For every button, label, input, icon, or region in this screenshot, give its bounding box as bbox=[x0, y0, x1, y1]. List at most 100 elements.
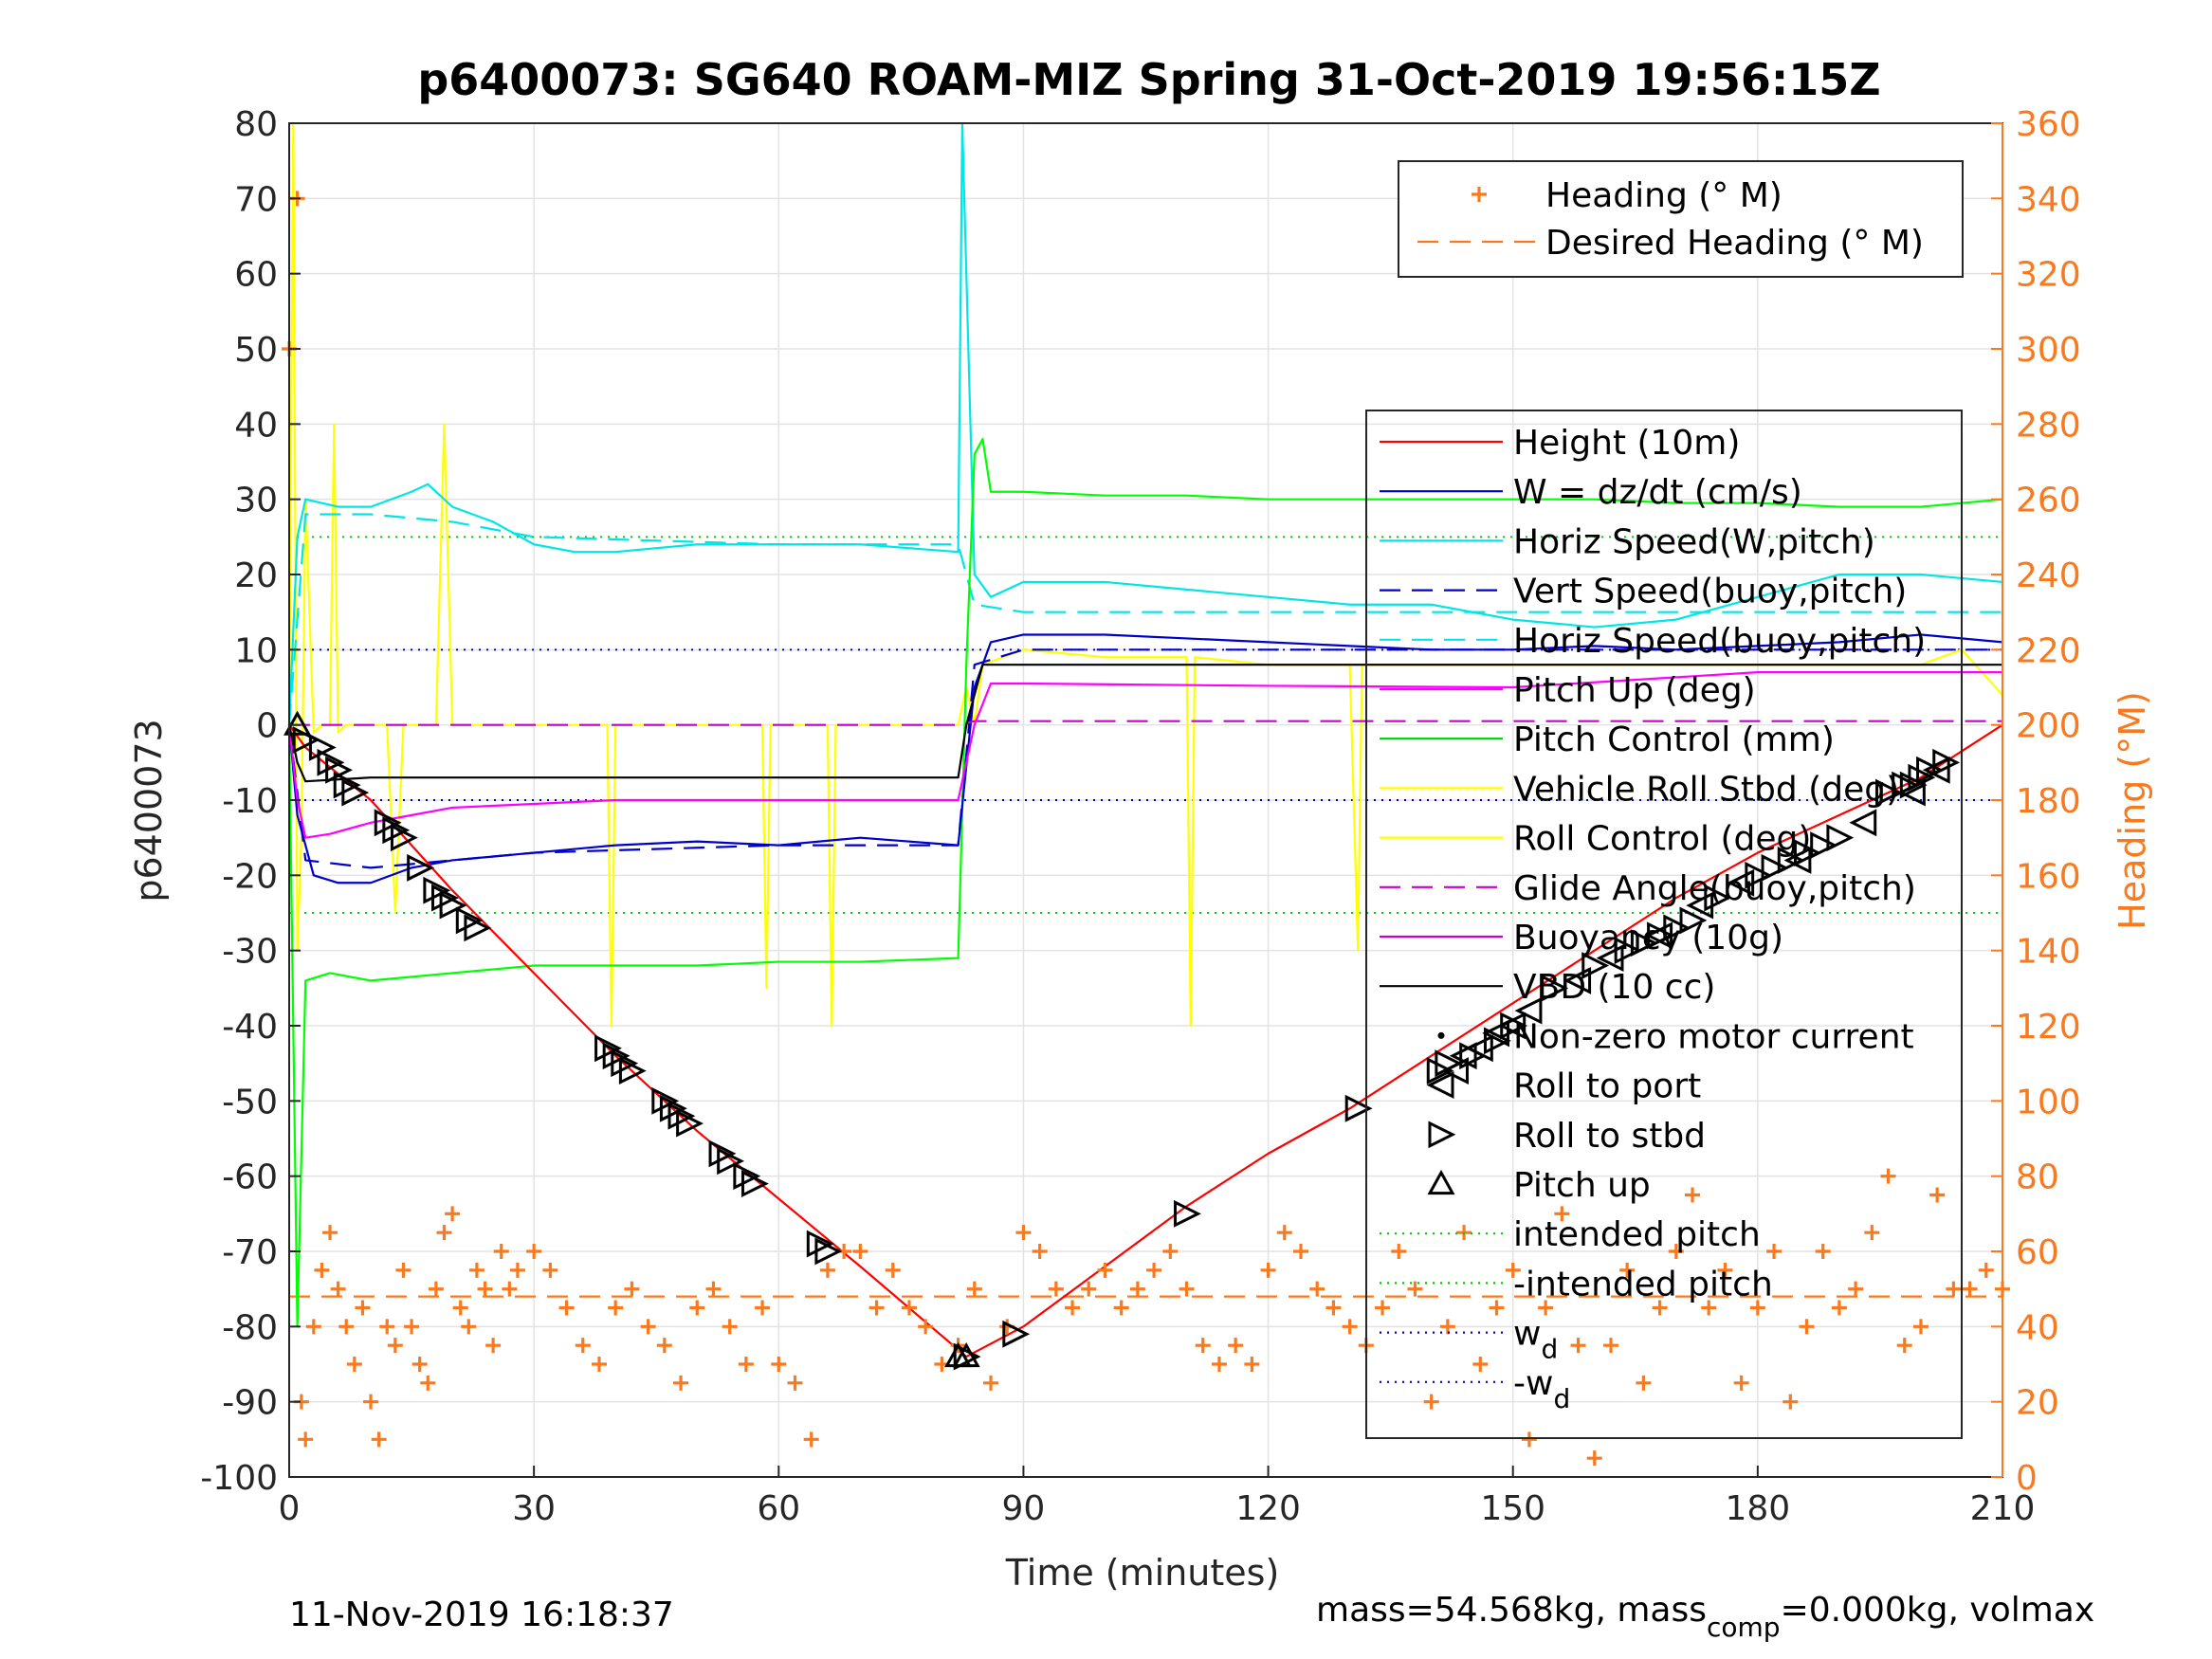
footer-mass-b: =0.000kg, volmax bbox=[1781, 1591, 2095, 1630]
legend-label-text: -w bbox=[1513, 1364, 1553, 1403]
heading-point bbox=[1896, 1338, 1912, 1354]
legend-label: -intended pitch bbox=[1513, 1265, 1773, 1304]
legend-heading: Heading (° M) Desired Heading (° M) bbox=[1398, 160, 1964, 278]
heading-point bbox=[558, 1300, 575, 1316]
roll-stbd-marker bbox=[423, 876, 451, 904]
legend-label-text: VBD (10 cc) bbox=[1513, 968, 1715, 1007]
x-tick-label: 90 bbox=[1002, 1489, 1046, 1528]
roll-stbd-marker bbox=[1777, 847, 1805, 874]
legend-label: Non-zero motor current bbox=[1513, 1017, 1914, 1056]
roll-stbd-marker bbox=[374, 809, 402, 837]
heading-point bbox=[575, 1338, 591, 1354]
heading-point bbox=[1799, 1319, 1815, 1335]
heading-point bbox=[966, 1281, 982, 1297]
y-tick-label: -20 bbox=[222, 857, 278, 896]
legend-label-text: Roll to port bbox=[1513, 1067, 1701, 1106]
heading-point bbox=[1848, 1281, 1864, 1297]
legend-label-text: w bbox=[1513, 1315, 1541, 1354]
heading-point bbox=[771, 1357, 787, 1372]
x-tick-label: 120 bbox=[1235, 1489, 1301, 1528]
heading-point bbox=[428, 1281, 444, 1297]
y2-tick-label: 80 bbox=[2016, 1158, 2059, 1197]
heading-point bbox=[1749, 1300, 1765, 1316]
roll-stbd-marker bbox=[1810, 831, 1838, 860]
heading-point bbox=[1342, 1319, 1358, 1335]
heading-point bbox=[330, 1281, 346, 1297]
heading-point bbox=[1375, 1300, 1391, 1316]
heading-point bbox=[819, 1262, 835, 1278]
legend-label: Pitch up bbox=[1513, 1166, 1651, 1205]
heading-point bbox=[1505, 1262, 1521, 1278]
heading-point bbox=[901, 1300, 917, 1316]
legend-label: Vehicle Roll Stbd (deg) bbox=[1513, 770, 1899, 809]
heading-point bbox=[852, 1244, 868, 1259]
heading-point bbox=[502, 1281, 518, 1297]
y2-tick-label: 0 bbox=[2016, 1459, 2038, 1498]
x-tick-label: 210 bbox=[1970, 1489, 2036, 1528]
legend-label-sub: d bbox=[1541, 1334, 1558, 1365]
roll-stbd-marker bbox=[676, 1109, 704, 1138]
heading-point bbox=[1619, 1262, 1636, 1278]
y-tick-label: 10 bbox=[234, 631, 278, 670]
roll-stbd-marker bbox=[439, 891, 467, 920]
y-tick-label: -60 bbox=[222, 1158, 278, 1197]
y2-tick-label: 260 bbox=[2016, 482, 2081, 520]
heading-point bbox=[1439, 1319, 1455, 1335]
y2-tick-label: 360 bbox=[2016, 105, 2081, 144]
roll-port-marker bbox=[1514, 996, 1543, 1025]
heading-point bbox=[1260, 1262, 1276, 1278]
roll-stbd-marker bbox=[1826, 824, 1855, 852]
heading-point bbox=[722, 1319, 738, 1335]
heading-point bbox=[468, 1262, 484, 1278]
y-tick-label: 0 bbox=[256, 707, 278, 746]
legend-label-sub: d bbox=[1553, 1383, 1570, 1414]
x-tick-label: 180 bbox=[1725, 1489, 1790, 1528]
heading-point bbox=[298, 1431, 314, 1448]
roll-stbd-marker bbox=[1899, 771, 1928, 799]
heading-point bbox=[363, 1394, 379, 1410]
heading-point bbox=[1668, 1244, 1684, 1259]
y-tick-label: -80 bbox=[222, 1308, 278, 1347]
heading-point bbox=[542, 1262, 558, 1278]
legend-label-text: Vehicle Roll Stbd (deg) bbox=[1513, 770, 1899, 809]
heading-point bbox=[755, 1300, 771, 1316]
roll-port-marker bbox=[1783, 847, 1812, 874]
legend-label-text: Pitch Up (deg) bbox=[1513, 671, 1756, 710]
legend-label-text: Pitch up bbox=[1513, 1166, 1651, 1205]
y2-tick-label: 340 bbox=[2016, 180, 2081, 219]
y-tick-label: -40 bbox=[222, 1008, 278, 1047]
heading-point bbox=[1065, 1300, 1081, 1316]
heading-point bbox=[1652, 1300, 1668, 1316]
heading-point bbox=[1228, 1338, 1244, 1354]
roll-port-marker bbox=[1897, 778, 1926, 807]
legend-label-text: Height (10m) bbox=[1513, 424, 1740, 463]
heading-point bbox=[1423, 1394, 1439, 1410]
roll-port-marker bbox=[1441, 1057, 1469, 1085]
y2-tick-label: 220 bbox=[2016, 631, 2081, 670]
heading-point bbox=[445, 1206, 461, 1222]
heading-point bbox=[1521, 1431, 1537, 1448]
roll-port-marker bbox=[1849, 809, 1877, 837]
legend-heading-label: Desired Heading (° M) bbox=[1545, 224, 1924, 263]
legend-heading-sample bbox=[1472, 187, 1487, 202]
heading-point bbox=[1733, 1375, 1749, 1391]
y2-tick-label: 60 bbox=[2016, 1233, 2059, 1272]
roll-stbd-marker bbox=[382, 816, 411, 845]
series-pitch-up-deg bbox=[287, 671, 2002, 839]
y-tick-label: -70 bbox=[222, 1233, 278, 1272]
legend-label-text: Horiz Speed(W,pitch) bbox=[1513, 522, 1875, 561]
y2-tick-label: 140 bbox=[2016, 933, 2081, 972]
heading-point bbox=[983, 1375, 999, 1391]
heading-point bbox=[868, 1300, 885, 1316]
series-horiz-speed-w-pitch bbox=[287, 121, 2003, 725]
heading-point bbox=[1407, 1281, 1423, 1297]
legend-label: Vert Speed(buoy,pitch) bbox=[1513, 573, 1907, 611]
legend-label-text: Roll Control (deg) bbox=[1513, 820, 1811, 859]
y2-tick-label: 200 bbox=[2016, 707, 2081, 746]
heading-point bbox=[1636, 1375, 1652, 1391]
heading-point bbox=[1472, 1357, 1489, 1372]
footer-mass-info: mass=54.568kg, masscomp=0.000kg, volmax bbox=[1316, 1591, 2094, 1643]
heading-point bbox=[1602, 1338, 1618, 1354]
roll-stbd-marker bbox=[1630, 929, 1658, 957]
